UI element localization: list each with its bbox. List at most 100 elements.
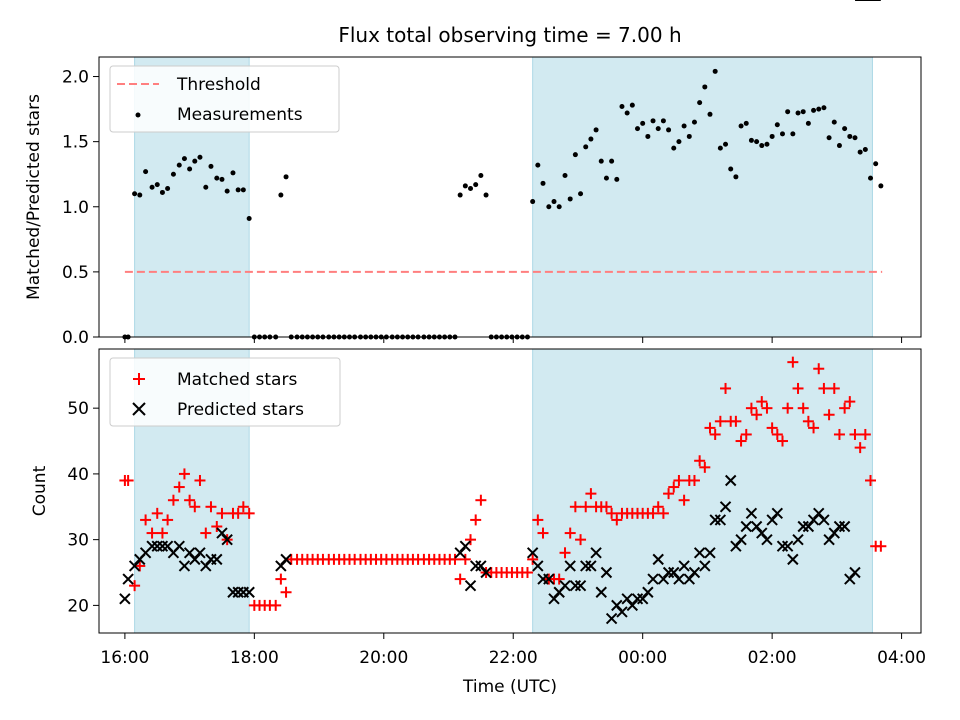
predicted-stars-point (232, 586, 244, 598)
measurement-point (728, 166, 734, 172)
predicted-stars-point (792, 533, 804, 546)
matched-stars-point (580, 501, 592, 513)
observing-window-band (532, 348, 873, 634)
predicted-stars-point (787, 553, 799, 566)
matched-stars-point (694, 455, 706, 467)
measurement-point (702, 84, 708, 90)
measurement-point (640, 120, 646, 126)
matched-stars-point (184, 494, 196, 506)
measurement-point (743, 120, 749, 126)
y-tick-label: 20 (67, 596, 89, 616)
measurement-point (676, 139, 682, 145)
measurement-point (588, 136, 594, 142)
measurement-point (603, 175, 609, 181)
measurement-point (149, 184, 155, 190)
measurement-point (816, 106, 822, 112)
predicted-stars-point (771, 507, 784, 520)
top-panel-ylabel: Matched/Predicted stars (24, 94, 44, 300)
measurement-point (478, 173, 484, 179)
measurement-point (717, 145, 723, 151)
measurement-point (535, 162, 541, 168)
measurement-point (246, 215, 252, 221)
measurement-point (462, 183, 468, 189)
matched-stars-point (559, 547, 571, 559)
matched-stars-point (839, 402, 851, 414)
matched-stars-point (151, 507, 163, 519)
predicted-stars-point (745, 507, 758, 520)
y-tick-label: 30 (67, 531, 89, 551)
measurement-point (457, 192, 463, 198)
x-tick-label: 04:00 (877, 648, 926, 668)
matched-stars-point (673, 474, 685, 486)
matched-stars-point (521, 567, 533, 579)
predicted-stars-point (569, 579, 582, 592)
matched-stars-point (156, 527, 168, 539)
predicted-stars-point (647, 573, 659, 585)
predicted-stars-point (464, 579, 477, 592)
measurement-point (165, 186, 171, 192)
matched-stars-point (146, 527, 158, 539)
measurement-point (567, 196, 573, 202)
matched-stars-point (813, 363, 825, 375)
measurement-point (774, 122, 780, 128)
measurement-point (235, 187, 241, 193)
matched-stars-point (652, 501, 664, 513)
matched-stars-point (771, 428, 783, 440)
matched-stars-point (808, 422, 820, 434)
measurement-point (697, 100, 703, 106)
predicted-stars-point (585, 560, 597, 572)
measurement-point (230, 170, 236, 176)
matched-stars-point (699, 461, 711, 473)
measurement-point (852, 135, 858, 141)
y-tick-label: 1.5 (62, 133, 89, 153)
predicted-stars-point (642, 586, 654, 598)
measurement-point (629, 102, 635, 108)
matched-stars-point (828, 382, 840, 394)
matched-stars-point (647, 507, 659, 519)
matched-stars-point (802, 415, 814, 427)
y-tick-label: 2.0 (62, 68, 89, 88)
x-tick-label: 18:00 (230, 648, 279, 668)
predicted-stars-point (194, 547, 206, 559)
predicted-stars-point (709, 514, 721, 526)
measurement-point (468, 186, 474, 192)
measurement-point (583, 144, 589, 150)
measurement-point (192, 158, 198, 164)
y-tick-label: 1.0 (62, 198, 89, 218)
y-tick-label: 40 (67, 465, 89, 485)
matched-stars-point (854, 442, 866, 454)
measurement-point (764, 141, 770, 147)
matched-stars-point (787, 356, 799, 368)
predicted-stars-point (678, 560, 690, 572)
x-tick-label: 02:00 (748, 648, 797, 668)
predicted-stars-point (221, 533, 233, 546)
measurement-point (671, 145, 677, 151)
bottom-panel-frame (98, 348, 922, 634)
matched-stars-point (237, 501, 249, 513)
predicted-stars-point (688, 566, 701, 579)
top-panel: 0.00.51.01.52.0 Matched/Predicted stars … (24, 56, 922, 348)
matched-stars-point (740, 428, 752, 440)
predicted-stars-point (605, 612, 618, 625)
matched-stars-point (776, 435, 788, 447)
matched-stars-point (162, 514, 174, 526)
predicted-stars-point (725, 474, 737, 487)
measurement-point (712, 68, 718, 74)
predicted-stars-point (849, 566, 861, 579)
legend-threshold-label: Threshold (176, 75, 261, 95)
measurement-point (170, 171, 176, 177)
measurement-point (154, 182, 160, 188)
matched-stars-point (532, 514, 544, 526)
measurement-point (572, 152, 578, 158)
predicted-stars-point (616, 606, 628, 618)
measurement-point (738, 123, 744, 129)
measurement-point (240, 187, 246, 193)
measurement-point (842, 126, 848, 132)
measurement-point (181, 156, 187, 162)
predicted-stars-point (178, 560, 191, 572)
matched-stars-point (745, 402, 757, 414)
matched-stars-point (761, 402, 773, 414)
predicted-stars-point (600, 566, 613, 579)
predicted-stars-point (243, 586, 255, 598)
matched-stars-point (454, 573, 466, 585)
